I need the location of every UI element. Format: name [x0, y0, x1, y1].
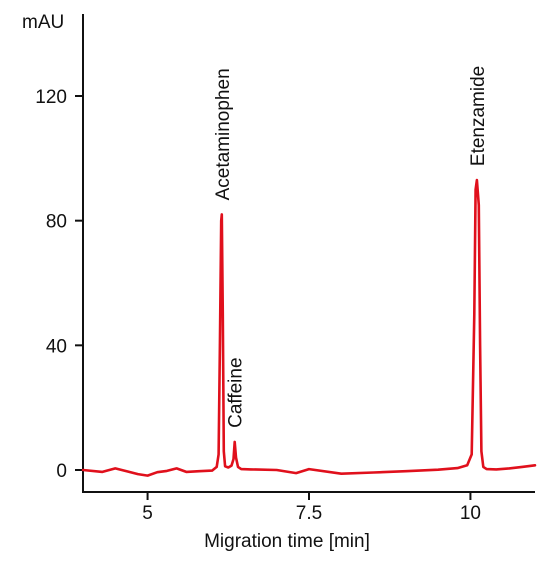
- y-tick-label: 120: [35, 87, 67, 108]
- y-tick-label: 0: [56, 461, 67, 482]
- annotation-layer: Acetaminophen Caffeine Etenzamide: [213, 66, 489, 428]
- peak-label: Caffeine: [226, 357, 247, 427]
- series-layer: [81, 178, 537, 477]
- peak-label: Acetaminophen: [213, 68, 234, 200]
- y-tick-label: 80: [46, 212, 67, 233]
- y-tick-label: 40: [46, 336, 67, 357]
- series-line: [81, 178, 537, 477]
- x-tick-label: 7.5: [296, 503, 322, 524]
- ticks: 0 40 80 120 5 7.5 10: [35, 87, 481, 524]
- x-axis-label: Migration time [min]: [204, 531, 370, 552]
- x-tick-label: 5: [142, 503, 153, 524]
- x-tick-label: 10: [460, 503, 481, 524]
- y-axis-label: mAU: [22, 12, 64, 33]
- peak-label: Etenzamide: [468, 66, 489, 166]
